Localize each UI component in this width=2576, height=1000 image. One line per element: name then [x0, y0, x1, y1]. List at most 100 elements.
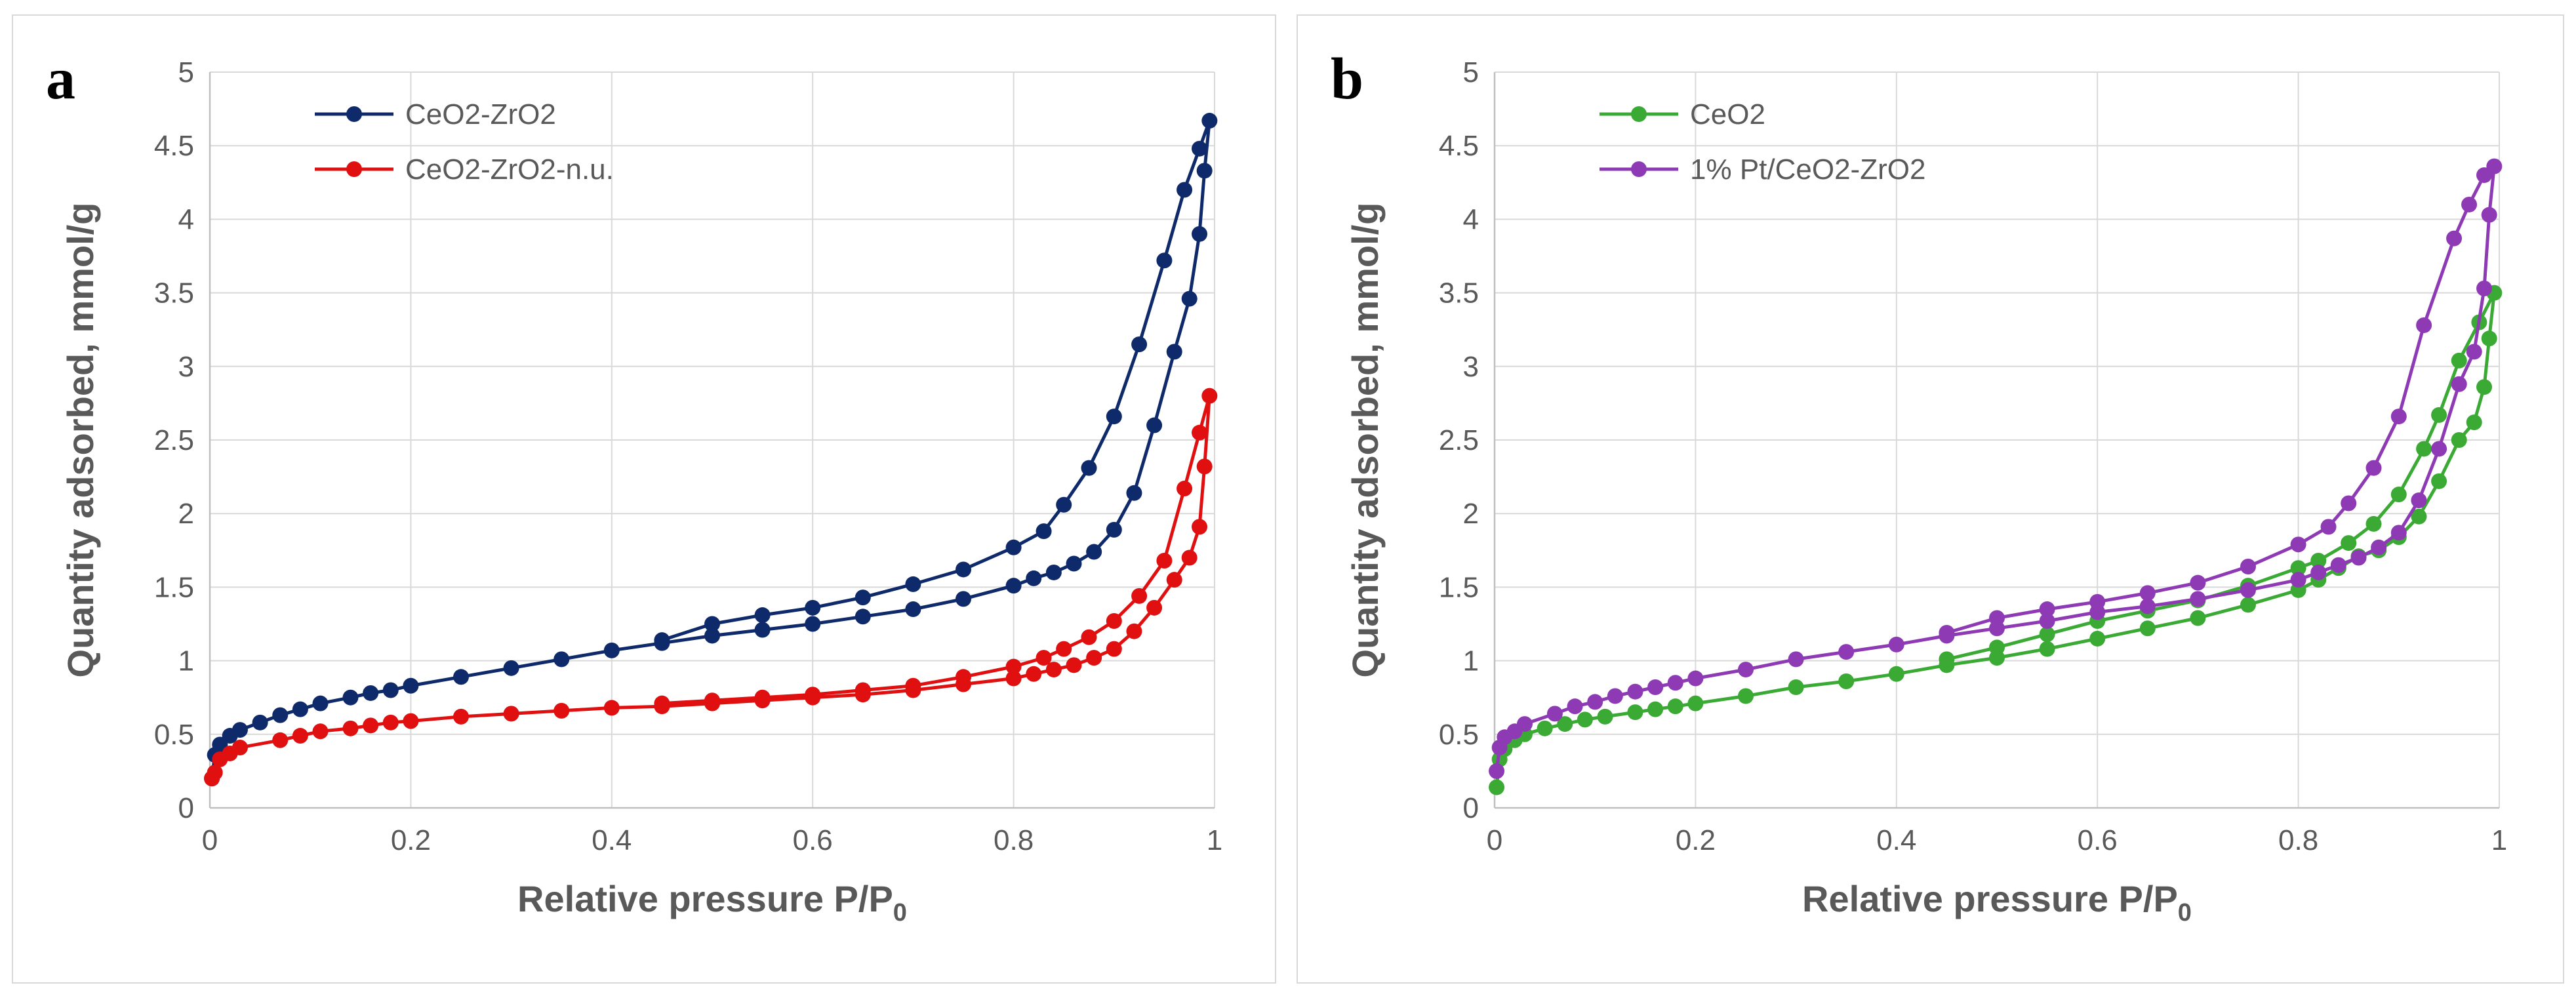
data-point [2476, 280, 2493, 296]
data-point [252, 714, 268, 730]
x-tick-label: 0.4 [592, 824, 632, 856]
data-point [1939, 624, 1955, 641]
data-point [1166, 344, 1182, 360]
x-tick-label: 0.6 [793, 824, 833, 856]
data-point [453, 708, 469, 725]
y-tick-label: 4 [1463, 203, 1479, 235]
data-point [1036, 650, 1052, 666]
data-point [2390, 487, 2407, 503]
data-point [1838, 644, 1855, 660]
data-point [1081, 460, 1097, 476]
data-point [704, 692, 720, 709]
data-point [292, 728, 308, 744]
data-point [2139, 598, 2156, 614]
data-point [2190, 574, 2206, 591]
data-point [2139, 620, 2156, 637]
data-point [754, 607, 771, 624]
data-point [654, 632, 670, 649]
data-point [363, 717, 379, 734]
data-point [1086, 650, 1102, 666]
data-point [2451, 352, 2467, 369]
data-point [207, 765, 223, 781]
data-point [1687, 670, 1704, 687]
y-tick-label: 4 [178, 203, 194, 235]
data-point [2310, 553, 2327, 569]
data-point [2481, 330, 2497, 347]
data-point [1146, 417, 1163, 433]
data-point [2350, 550, 2367, 566]
data-point [603, 700, 620, 716]
data-point [1647, 679, 1664, 695]
data-point [905, 677, 921, 694]
data-point [553, 651, 570, 668]
data-point [2416, 317, 2432, 333]
data-point [1056, 496, 1072, 513]
y-tick-label: 1.5 [1439, 571, 1479, 603]
data-point [1166, 572, 1182, 588]
data-point [1036, 523, 1052, 540]
y-tick-label: 3.5 [1439, 277, 1479, 310]
data-point [2476, 379, 2493, 395]
data-point [1146, 599, 1163, 616]
y-tick-label: 1 [1463, 645, 1479, 677]
data-point [1005, 539, 1022, 555]
y-tick-label: 3 [178, 351, 194, 383]
data-point [1989, 639, 2005, 656]
data-point [2466, 344, 2482, 360]
y-tick-label: 5 [178, 56, 194, 89]
data-point [2330, 557, 2346, 573]
data-point [754, 622, 771, 638]
data-point [2451, 376, 2467, 392]
data-point [1005, 578, 1022, 594]
data-point [1131, 336, 1148, 353]
data-point [1597, 708, 1613, 725]
y-tick-label: 0.5 [154, 719, 194, 751]
legend-marker [1631, 106, 1647, 122]
y-tick-label: 2.5 [1439, 424, 1479, 456]
data-point [1156, 252, 1173, 269]
data-point [2341, 495, 2357, 511]
data-point [1627, 683, 1643, 700]
y-tick-label: 1 [178, 645, 194, 677]
data-point [342, 720, 359, 736]
data-point [2411, 492, 2427, 509]
legend-marker [1631, 161, 1647, 177]
data-point [1587, 694, 1603, 710]
x-axis-title-main: Relative pressure P/P [517, 878, 893, 919]
data-point [1126, 485, 1142, 501]
data-point [2089, 630, 2106, 647]
series-line-1 [210, 394, 1211, 780]
data-point [1667, 675, 1683, 691]
data-point [2481, 207, 2497, 223]
data-point [1081, 629, 1097, 645]
data-point [956, 561, 971, 578]
data-point [1667, 698, 1683, 715]
legend-label: CeO2 [1690, 98, 1765, 130]
y-tick-label: 3.5 [154, 277, 194, 310]
data-point [231, 722, 248, 738]
data-point [1577, 711, 1593, 728]
data-point [1738, 688, 1754, 704]
data-point [905, 601, 921, 618]
data-point [2089, 593, 2106, 610]
chart-panel-b: 0 0.2 0.4 0.6 0.8 1 0 0.5 1 1.5 2 2.5 3 3.5 4 4.5 5 Relat… [1297, 14, 2564, 984]
data-point [312, 723, 329, 740]
data-point [2310, 564, 2327, 580]
data-point [2290, 572, 2306, 588]
data-point [754, 689, 771, 706]
data-point [1201, 113, 1218, 129]
data-point [2431, 441, 2447, 457]
data-point [2320, 519, 2337, 535]
data-point [503, 660, 519, 676]
data-point [342, 689, 359, 706]
data-point [272, 707, 289, 723]
data-point [1738, 662, 1754, 678]
y-axis-title: Quantity adsorbed, mmol/g [1344, 203, 1386, 678]
data-point [1106, 641, 1122, 657]
data-point [2341, 535, 2357, 551]
panel-label: b [1331, 47, 1363, 111]
chart-a-svg: 0 0.2 0.4 0.6 0.8 1 0 0.5 1 1.5 2 2.5 3 3.5 4 4.5 5 Relat… [46, 47, 1222, 927]
chart-b-svg: 0 0.2 0.4 0.6 0.8 1 0 0.5 1 1.5 2 2.5 3 3.5 4 4.5 5 Relat… [1331, 47, 2507, 927]
data-point [2431, 473, 2447, 489]
data-point [1647, 701, 1664, 717]
